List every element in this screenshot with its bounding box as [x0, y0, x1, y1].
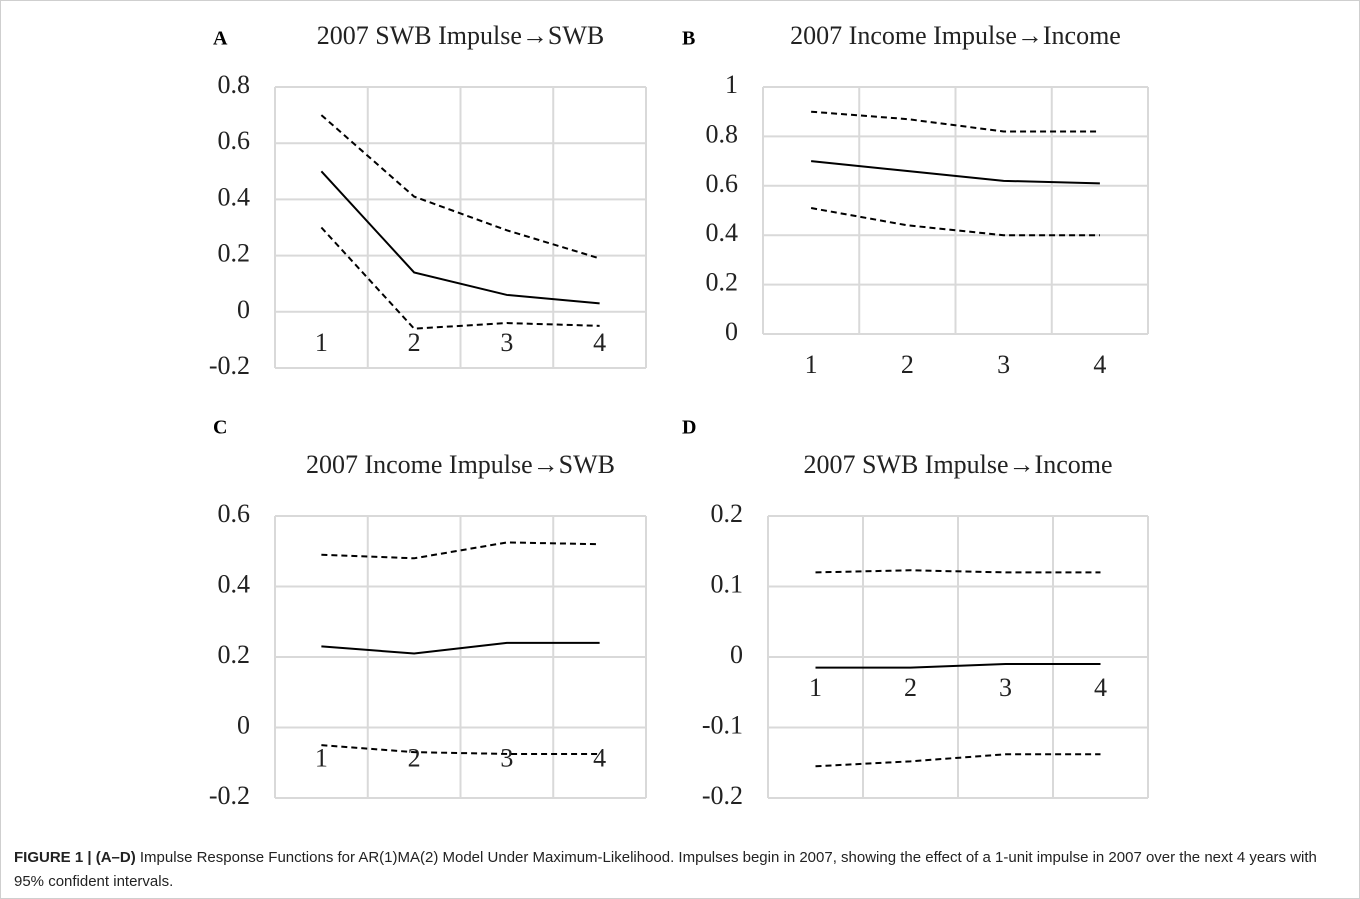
y-tick-label: 0.4 — [218, 569, 251, 598]
panel-letter: D — [682, 417, 696, 439]
y-tick-label: -0.2 — [209, 351, 250, 380]
x-tick-label: 2 — [904, 673, 917, 702]
x-tick-label: 4 — [1094, 673, 1107, 702]
y-tick-label: 0 — [237, 710, 250, 739]
y-tick-label: -0.2 — [209, 781, 250, 810]
series-line — [321, 744, 600, 755]
x-tick-label: 1 — [809, 673, 822, 702]
y-tick-label: 0 — [730, 640, 743, 669]
panel-letter: A — [213, 28, 228, 50]
series-line — [811, 110, 1100, 133]
x-tick-label: 2 — [408, 743, 421, 772]
panel-letter: B — [682, 28, 695, 50]
caption-label: FIGURE 1 | (A–D) — [14, 849, 136, 866]
y-tick-label: 0 — [725, 317, 738, 346]
chart-title: 2007 SWB Impulse→Income — [803, 450, 1112, 479]
y-tick-label: 0.6 — [218, 126, 251, 155]
y-tick-label: 0.6 — [218, 499, 251, 528]
series-line — [321, 641, 600, 655]
y-tick-label: 0.2 — [711, 499, 744, 528]
y-tick-label: -0.1 — [702, 710, 743, 739]
series-line — [810, 207, 1100, 237]
y-tick-label: 0.4 — [218, 182, 251, 211]
series-line — [320, 226, 600, 330]
series-line — [320, 114, 600, 260]
series-line — [815, 663, 1101, 669]
y-tick-label: 0.2 — [218, 239, 251, 268]
y-tick-label: 0 — [237, 295, 250, 324]
series-line — [320, 170, 600, 305]
x-tick-label: 1 — [315, 743, 328, 772]
x-tick-label: 4 — [1093, 350, 1106, 379]
caption: FIGURE 1 | (A–D) Impulse Response Functi… — [14, 846, 1344, 894]
x-tick-label: 4 — [593, 328, 606, 357]
x-tick-label: 3 — [997, 350, 1010, 379]
panel-letter: C — [213, 417, 227, 439]
series-line — [321, 541, 600, 560]
series-line — [811, 160, 1100, 185]
y-tick-label: 1 — [725, 70, 738, 99]
y-tick-label: -0.2 — [702, 781, 743, 810]
x-tick-label: 2 — [408, 328, 421, 357]
x-tick-label: 3 — [500, 328, 513, 357]
y-tick-label: 0.4 — [706, 218, 739, 247]
x-tick-label: 1 — [805, 350, 818, 379]
chart-title: 2007 Income Impulse→SWB — [306, 450, 615, 479]
x-tick-label: 2 — [901, 350, 914, 379]
y-tick-label: 0.2 — [218, 640, 251, 669]
x-tick-label: 3 — [999, 673, 1012, 702]
y-tick-label: 0.8 — [218, 70, 251, 99]
y-tick-label: 0.8 — [706, 119, 739, 148]
y-tick-label: 0.1 — [711, 569, 744, 598]
series-line — [815, 569, 1101, 574]
x-tick-label: 1 — [315, 328, 328, 357]
chart-title: 2007 Income Impulse→Income — [790, 21, 1121, 50]
x-tick-label: 4 — [593, 743, 606, 772]
caption-text: Impulse Response Functions for AR(1)MA(2… — [14, 849, 1317, 890]
y-tick-label: 0.2 — [706, 268, 739, 297]
y-tick-label: 0.6 — [706, 169, 739, 198]
x-tick-label: 3 — [500, 743, 513, 772]
series-line — [815, 753, 1101, 768]
chart-title: 2007 SWB Impulse→SWB — [317, 21, 604, 50]
